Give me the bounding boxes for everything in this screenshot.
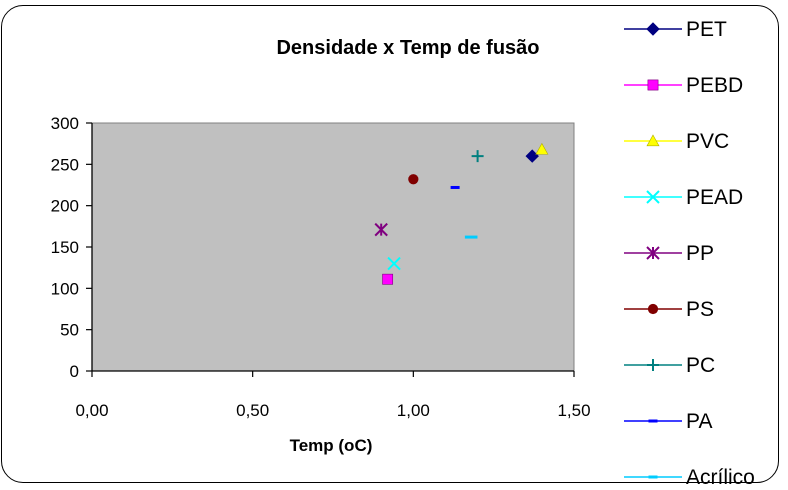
data-point-pebd: [382, 273, 394, 285]
legend-label-pebd: PEBD: [686, 74, 743, 97]
x-tick-label: 1,00: [397, 401, 430, 420]
legend-marker-pp: [646, 246, 660, 260]
legend-label-pp: PP: [686, 242, 714, 265]
legend: PET PEBD PVC PEAD PP PS PC PA Acrílico: [624, 18, 755, 489]
legend-marker-pead: [646, 190, 660, 204]
data-points: [374, 142, 549, 285]
legend-label-pvc: PVC: [686, 130, 729, 153]
legend-label-acrílico: Acrílico: [686, 466, 755, 489]
y-tick-label: 150: [51, 238, 79, 257]
legend-marker-pc: [647, 359, 659, 371]
legend-marker-pebd: [647, 79, 659, 91]
chart-title: Densidade x Temp de fusão: [276, 37, 539, 59]
legend-marker-pvc: [646, 134, 660, 147]
legend-marker-ps: [647, 303, 659, 315]
legend-label-pc: PC: [686, 354, 715, 377]
y-tick-label: 0: [70, 362, 79, 381]
y-tick-label: 300: [51, 114, 79, 133]
legend-item-acrílico: Acrílico: [624, 466, 755, 489]
y-tick-label: 200: [51, 197, 79, 216]
legend-item-ps: PS: [624, 298, 714, 321]
x-tick-label: 1,50: [557, 401, 590, 420]
data-point-pc: [471, 150, 484, 163]
legend-item-pet: PET: [624, 18, 727, 41]
y-tick-label: 250: [51, 155, 79, 174]
data-point-pvc: [535, 142, 549, 155]
legend-marker-pet: [646, 22, 660, 36]
x-tick-label: 0,50: [236, 401, 269, 420]
legend-label-pa: PA: [686, 410, 712, 433]
y-tick-label: 100: [51, 279, 79, 298]
x-axis-label: Temp (oC): [290, 436, 373, 455]
data-point-pp: [374, 222, 388, 237]
legend-item-pebd: PEBD: [624, 74, 743, 97]
legend-label-pead: PEAD: [686, 186, 743, 209]
axes: 0 50 100 150 200 250 300 0,00 0,50 1,00 1,50: [51, 114, 591, 420]
legend-label-pet: PET: [686, 18, 727, 41]
plot-area: [91, 122, 575, 372]
legend-item-pvc: PVC: [624, 130, 729, 153]
data-point-ps: [408, 174, 419, 185]
legend-item-pc: PC: [624, 354, 715, 377]
y-tick-label: 50: [60, 321, 79, 340]
legend-item-pead: PEAD: [624, 186, 743, 209]
legend-item-pp: PP: [624, 242, 714, 265]
data-point-pead: [387, 256, 401, 271]
legend-label-ps: PS: [686, 298, 714, 321]
legend-item-pa: PA: [624, 410, 712, 433]
x-tick-label: 0,00: [75, 401, 108, 420]
